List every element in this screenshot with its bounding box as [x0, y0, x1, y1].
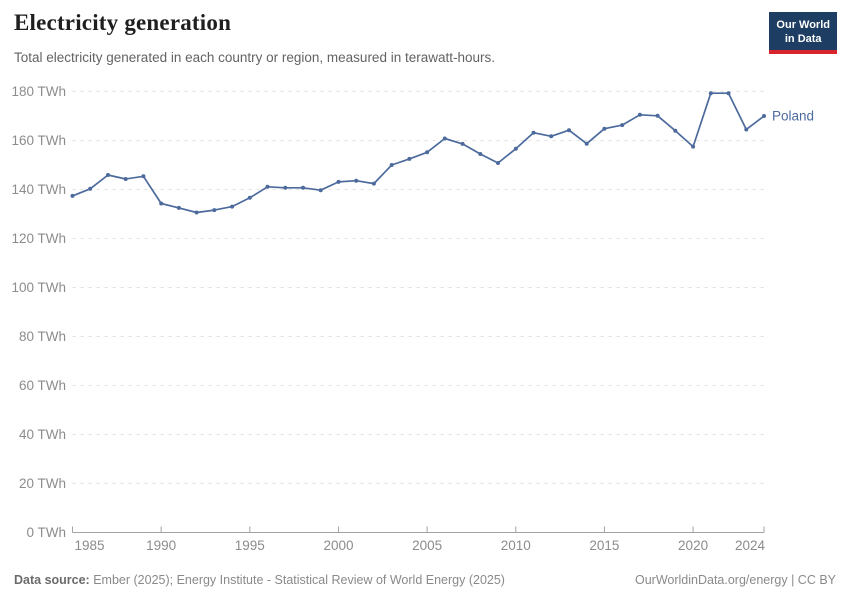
data-point-1988[interactable] — [123, 177, 128, 181]
x-axis-label: 2005 — [412, 538, 442, 553]
y-axis-label: 60 TWh — [19, 378, 66, 393]
y-axis-label: 180 TWh — [11, 84, 66, 99]
y-axis-label: 80 TWh — [19, 329, 66, 344]
data-point-1991[interactable] — [176, 205, 181, 210]
data-point-1992[interactable] — [194, 210, 199, 215]
data-point-1995[interactable] — [247, 195, 252, 200]
data-point-1994[interactable] — [230, 204, 235, 209]
data-point-2009[interactable] — [496, 161, 500, 165]
data-point-2001[interactable] — [354, 178, 359, 183]
data-point-2019[interactable] — [673, 128, 678, 133]
data-point-2017[interactable] — [637, 112, 642, 117]
data-point-2006[interactable] — [442, 136, 447, 141]
data-point-2008[interactable] — [478, 152, 483, 156]
x-axis-label: 2010 — [501, 538, 531, 553]
data-point-1998[interactable] — [301, 185, 305, 190]
data-point-2004[interactable] — [407, 156, 412, 161]
data-point-1989[interactable] — [141, 174, 146, 179]
owid-logo-line2: in Data — [784, 33, 822, 46]
data-point-2015[interactable] — [602, 126, 607, 131]
owid-logo[interactable]: Our World in Data — [769, 12, 837, 55]
y-axis-label: 160 TWh — [11, 133, 66, 148]
owid-logo-line1: Our World — [776, 19, 830, 31]
data-point-2002[interactable] — [371, 181, 376, 186]
y-axis-label: 120 TWh — [11, 231, 66, 246]
data-point-2012[interactable] — [549, 134, 554, 139]
data-source-label: Data source: — [14, 573, 90, 587]
data-point-2020[interactable] — [691, 144, 696, 149]
data-point-2018[interactable] — [655, 113, 660, 118]
y-axis-label: 20 TWh — [19, 476, 66, 491]
page-title: Electricity generation — [14, 10, 232, 35]
data-point-1996[interactable] — [265, 184, 270, 189]
x-axis-label: 2020 — [678, 538, 708, 553]
owid-credit-link[interactable]: OurWorldinData.org/energy | CC BY — [634, 573, 836, 587]
data-point-2016[interactable] — [620, 123, 625, 128]
data-point-2005[interactable] — [425, 150, 430, 155]
x-axis-label: 1985 — [75, 538, 105, 553]
data-source-note: Data source: Ember (2025); Energy Instit… — [14, 573, 505, 587]
series-label-poland[interactable]: Poland — [772, 109, 814, 124]
data-point-1990[interactable] — [159, 201, 164, 206]
y-axis-label: 140 TWh — [11, 182, 66, 197]
data-point-2021[interactable] — [708, 91, 713, 96]
data-point-2023[interactable] — [744, 127, 749, 132]
data-point-1985[interactable] — [70, 193, 75, 198]
y-axis-label: 40 TWh — [19, 427, 66, 442]
x-axis-label: 2000 — [323, 538, 353, 553]
x-axis-label: 1995 — [235, 538, 265, 553]
series-line-poland[interactable] — [71, 92, 765, 214]
data-point-2010[interactable] — [513, 146, 518, 151]
data-point-1986[interactable] — [88, 186, 93, 191]
data-point-2022[interactable] — [726, 91, 731, 96]
data-point-1987[interactable] — [106, 173, 110, 177]
data-point-2011[interactable] — [531, 130, 536, 135]
data-point-1999[interactable] — [318, 188, 323, 193]
data-point-2000[interactable] — [336, 179, 341, 184]
data-point-2007[interactable] — [460, 141, 465, 146]
data-point-2003[interactable] — [389, 163, 394, 167]
chart-subtitle: Total electricity generated in each coun… — [14, 50, 495, 65]
x-axis-label: 1990 — [146, 538, 176, 553]
y-axis-label: 0 TWh — [26, 525, 66, 540]
data-source-text: Ember (2025); Energy Institute - Statist… — [89, 573, 505, 587]
data-point-2014[interactable] — [584, 141, 589, 146]
y-axis-label: 100 TWh — [11, 280, 66, 295]
x-axis-label: 2024 — [735, 538, 766, 553]
chart-footer: Data source: Ember (2025); Energy Instit… — [14, 571, 836, 587]
x-axis-label: 2015 — [589, 538, 619, 553]
data-point-1997[interactable] — [283, 185, 288, 190]
data-point-2024[interactable] — [762, 114, 766, 118]
data-point-1993[interactable] — [212, 208, 217, 213]
data-point-2013[interactable] — [567, 128, 571, 133]
